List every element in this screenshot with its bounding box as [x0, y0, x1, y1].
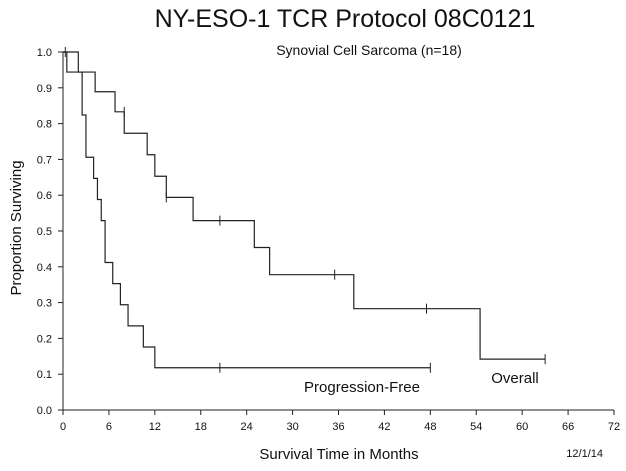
y-tick-label: 0.8	[37, 119, 52, 131]
y-tick-label: 0.0	[37, 405, 52, 417]
x-tick-label: 24	[241, 421, 253, 433]
y-tick-label: 0.9	[37, 83, 52, 95]
y-tick-label: 0.1	[37, 369, 52, 381]
x-tick-label: 12	[149, 421, 161, 433]
overall-survival-curve	[63, 51, 546, 360]
x-tick-label: 66	[562, 421, 574, 433]
y-tick-label: 0.3	[37, 298, 52, 310]
series-layer	[63, 47, 546, 373]
chart-title: NY-ESO-1 TCR Protocol 08C0121	[155, 5, 536, 33]
chart-subtitle: Synovial Cell Sarcoma (n=18)	[276, 42, 462, 58]
axes: 0.0 0.1 0.2 0.3 0.4 0.5 0.6 0.7 0.8 0.9 1.0 0 6 12 18 2…	[37, 47, 620, 433]
y-axis-label: Proportion Surviving	[8, 160, 25, 295]
x-tick-label: 6	[106, 421, 112, 433]
progression-free-survival-curve	[63, 51, 431, 369]
x-axis-label: Survival Time in Months	[259, 446, 418, 463]
x-tick-label: 72	[608, 421, 620, 433]
overall-label: Overall	[491, 370, 539, 387]
y-tick-label: 0.2	[37, 333, 52, 345]
x-tick-label: 18	[195, 421, 207, 433]
y-tick-label: 0.6	[37, 190, 52, 202]
x-tick-label: 42	[378, 421, 390, 433]
progression-free-label: Progression-Free	[304, 379, 420, 396]
y-tick-label: 0.4	[37, 262, 52, 274]
y-tick-label: 1.0	[37, 47, 52, 59]
x-tick-label: 48	[424, 421, 436, 433]
x-tick-label: 0	[60, 421, 66, 433]
x-tick-label: 36	[332, 421, 344, 433]
x-tick-label: 60	[516, 421, 528, 433]
y-tick-label: 0.7	[37, 154, 52, 166]
x-tick-label: 54	[470, 421, 482, 433]
date-note: 12/1/14	[566, 448, 603, 460]
y-tick-label: 0.5	[37, 226, 52, 238]
x-tick-label: 30	[286, 421, 298, 433]
